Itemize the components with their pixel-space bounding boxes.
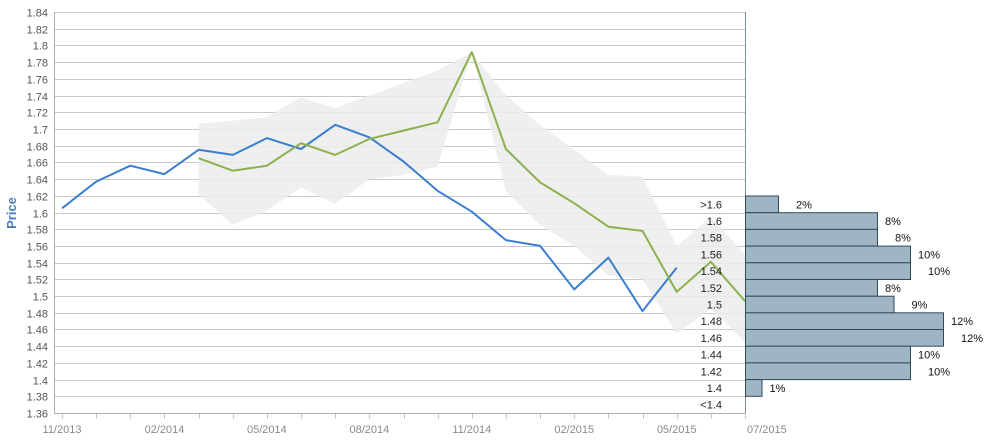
y-tick-label: 1.48 bbox=[27, 309, 48, 321]
histogram-bar bbox=[745, 329, 944, 347]
x-tick-label: 05/2014 bbox=[247, 424, 287, 436]
histogram-percent-label: 2% bbox=[796, 199, 812, 211]
histogram-bin-label: 1.6 bbox=[707, 216, 722, 228]
x-tick-label: 05/2015 bbox=[657, 424, 697, 436]
y-axis-ticks: 1.36 1.38 1.4 1.42 1.44 1.46 1.48 1.5 1.52 1.54 1.… bbox=[27, 8, 48, 421]
histogram-percent-label: 10% bbox=[928, 266, 950, 278]
distribution-histogram: >1.6 2% 1.6 8% 1.58 8% 1.56 10% 1.54 10% 1.52 8% 1.5… bbox=[700, 195, 983, 412]
x-tick-label: 11/2014 bbox=[452, 424, 491, 436]
histogram-percent-label: 12% bbox=[951, 316, 973, 328]
histogram-percent-label: 10% bbox=[918, 350, 940, 362]
histogram-bin-label: 1.48 bbox=[701, 316, 722, 328]
histogram-bin-label: 1.4 bbox=[707, 383, 722, 395]
y-tick-label: 1.36 bbox=[27, 409, 48, 421]
histogram-bar bbox=[745, 212, 878, 230]
y-tick-label: 1.54 bbox=[27, 259, 48, 271]
histogram-bar bbox=[745, 195, 779, 214]
forecast-range-band bbox=[198, 52, 746, 342]
histogram-bin-label: 1.44 bbox=[701, 350, 722, 362]
x-tick-label: 08/2014 bbox=[349, 424, 389, 436]
histogram-percent-label: 10% bbox=[918, 249, 940, 261]
histogram-bar bbox=[745, 379, 763, 397]
x-tick-label: 07/2015 bbox=[747, 424, 787, 436]
axes bbox=[54, 12, 746, 419]
x-tick-label: 02/2015 bbox=[554, 424, 594, 436]
y-tick-label: 1.38 bbox=[27, 392, 48, 404]
y-tick-label: 1.46 bbox=[27, 325, 48, 337]
histogram-bar bbox=[745, 279, 878, 297]
y-tick-label: 1.62 bbox=[27, 192, 48, 204]
histogram-percent-label: 9% bbox=[912, 300, 928, 312]
forecast-band bbox=[198, 52, 746, 342]
y-tick-label: 1.82 bbox=[27, 25, 48, 37]
x-axis-ticks: 11/2013 02/2014 05/2014 08/2014 11/2014 02/20… bbox=[43, 424, 787, 436]
y-tick-label: 1.66 bbox=[27, 158, 48, 170]
y-tick-label: 1.56 bbox=[27, 242, 48, 254]
histogram-percent-label: 1% bbox=[770, 383, 786, 395]
histogram-bin-label: 1.54 bbox=[701, 266, 722, 278]
y-tick-label: 1.4 bbox=[33, 376, 48, 388]
y-tick-label: 1.44 bbox=[27, 342, 48, 354]
histogram-bin-label: 1.52 bbox=[701, 283, 722, 295]
histogram-bar bbox=[745, 245, 911, 264]
y-tick-label: 1.52 bbox=[27, 275, 48, 287]
histogram-bar bbox=[745, 312, 944, 330]
histogram-percent-label: 8% bbox=[895, 233, 911, 245]
histogram-bin-label: 1.42 bbox=[701, 366, 722, 378]
histogram-percent-label: 8% bbox=[885, 283, 901, 295]
histogram-bin-label: <1.4 bbox=[700, 400, 722, 412]
y-tick-label: 1.78 bbox=[27, 58, 48, 70]
histogram-bar bbox=[745, 228, 878, 247]
histogram-bin-label: 1.56 bbox=[701, 249, 722, 261]
y-tick-label: 1.68 bbox=[27, 142, 48, 154]
histogram-bin-label: 1.46 bbox=[701, 333, 722, 345]
x-tick-label: 02/2014 bbox=[145, 424, 185, 436]
y-tick-label: 1.42 bbox=[27, 359, 48, 371]
y-tick-label: 1.74 bbox=[27, 92, 48, 104]
y-tick-label: 1.84 bbox=[27, 8, 48, 20]
histogram-bar bbox=[745, 262, 911, 280]
y-axis-title: Price bbox=[4, 197, 19, 229]
y-tick-label: 1.6 bbox=[33, 209, 48, 221]
histogram-bar bbox=[745, 295, 895, 314]
histogram-bar bbox=[745, 362, 911, 381]
forecast-price-line bbox=[198, 51, 746, 302]
histogram-percent-label: 8% bbox=[885, 216, 901, 228]
y-tick-label: 1.7 bbox=[33, 125, 48, 137]
y-tick-label: 1.8 bbox=[33, 41, 48, 53]
y-tick-label: 1.72 bbox=[27, 108, 48, 120]
y-tick-label: 1.58 bbox=[27, 225, 48, 237]
histogram-percent-label: 12% bbox=[961, 333, 983, 345]
y-tick-label: 1.64 bbox=[27, 175, 48, 187]
y-tick-label: 1.5 bbox=[33, 292, 48, 304]
histogram-bin-label: 1.5 bbox=[707, 300, 722, 312]
historical-price-line bbox=[61, 123, 678, 313]
histogram-percent-label: 10% bbox=[928, 366, 950, 378]
histogram-bar bbox=[745, 345, 911, 364]
histogram-bin-label: >1.6 bbox=[700, 199, 722, 211]
y-tick-label: 1.76 bbox=[27, 75, 48, 87]
histogram-bin-label: 1.58 bbox=[701, 233, 722, 245]
x-tick-label: 11/2013 bbox=[43, 424, 82, 436]
series-lines bbox=[61, 51, 746, 313]
